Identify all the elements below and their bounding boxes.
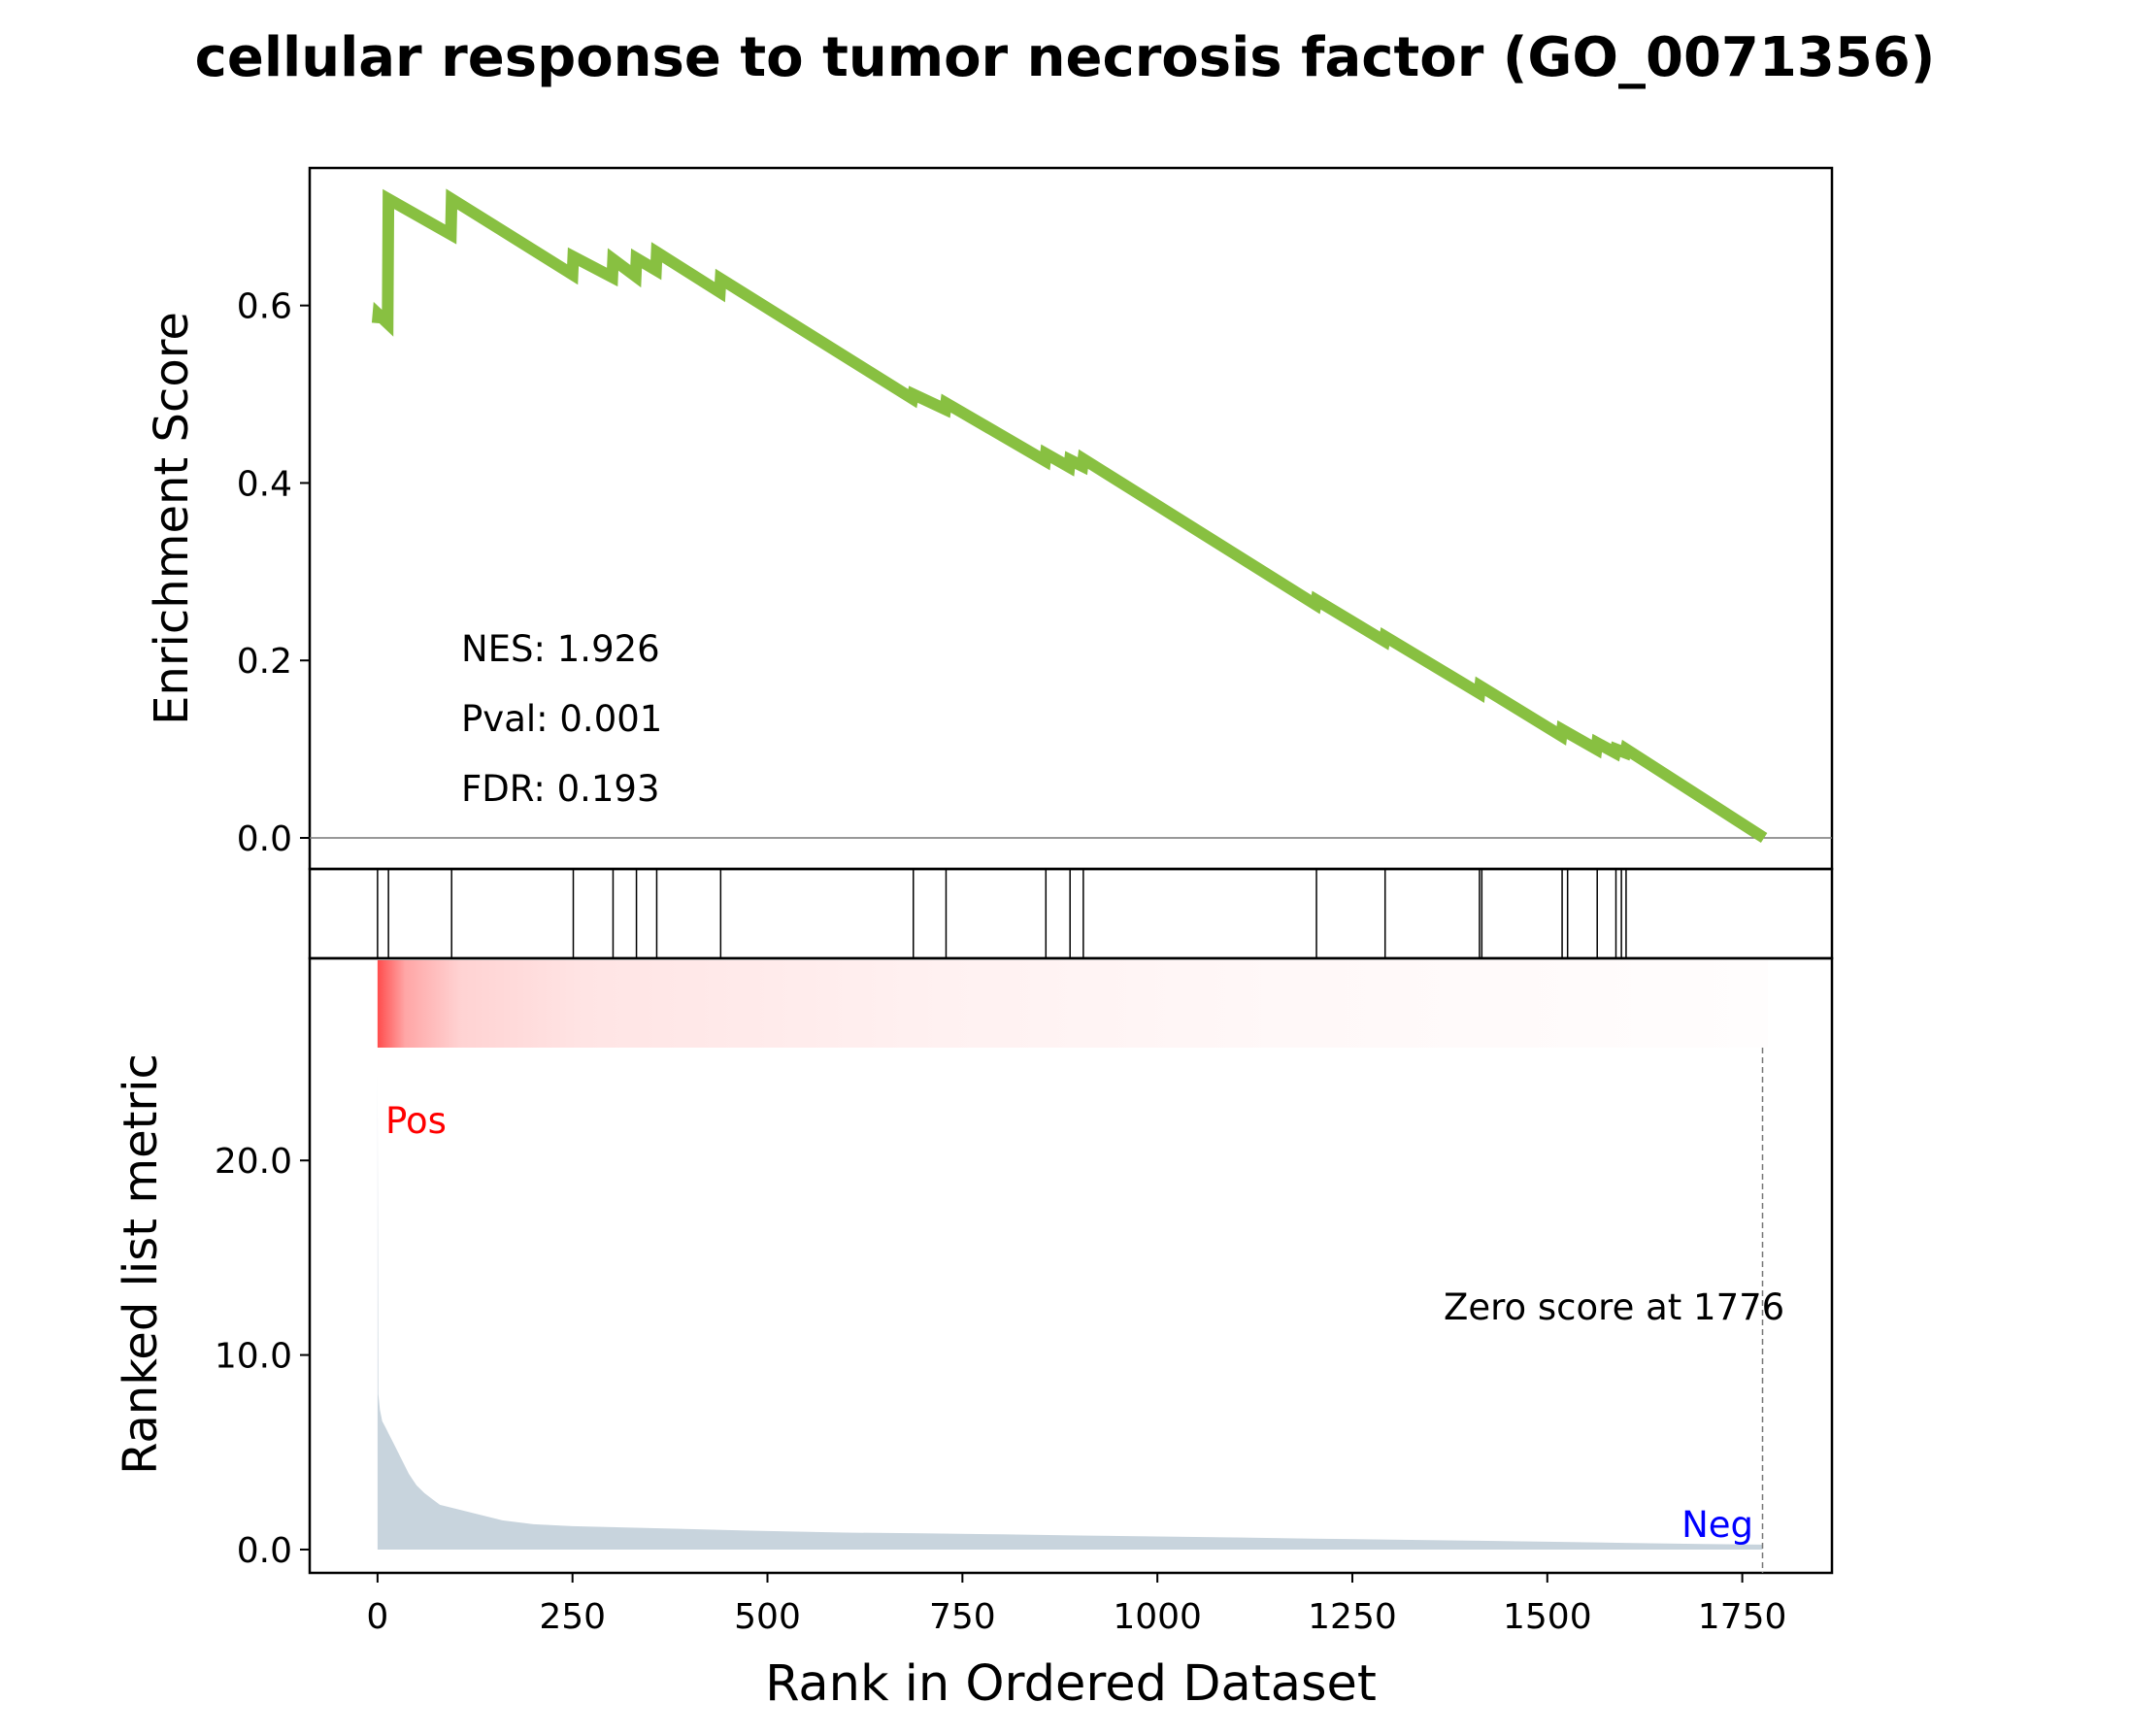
hits-panel [308, 867, 1834, 960]
ranked-panel: 0.0 10.0 20.0 Zero score at 1776 Pos Neg R… [114, 956, 1834, 1575]
x-tick-label: 1000 [1113, 1597, 1202, 1637]
x-tick-label: 250 [539, 1597, 606, 1637]
es-y-tick-label: 0.0 [237, 819, 292, 859]
x-tick-label: 1750 [1698, 1597, 1787, 1637]
es-series-line [371, 188, 1768, 844]
pos-label: Pos [385, 1100, 447, 1142]
hit-marks [377, 869, 1627, 958]
es-y-tick-label: 0.2 [237, 642, 292, 682]
neg-label: Neg [1681, 1504, 1753, 1546]
es-panel-frame [308, 166, 1834, 871]
rank-heatmap-bar [377, 960, 1769, 1048]
x-axis-label: Rank in Ordered Dataset [765, 1655, 1377, 1713]
x-tick-label: 0 [366, 1597, 388, 1637]
es-y-tick-label: 0.4 [237, 464, 292, 504]
ranked-y-tick-label: 0.0 [237, 1531, 292, 1571]
nes-stat: NES: 1.926 [461, 628, 660, 670]
ranked-y-label: Ranked list metric [114, 1053, 168, 1475]
x-ticks: 0 250 500 750 1000 1250 1500 1750 [366, 1573, 1786, 1637]
fdr-stat: FDR: 0.193 [461, 768, 660, 810]
x-tick-label: 500 [734, 1597, 801, 1637]
x-tick-label: 1500 [1503, 1597, 1592, 1637]
zero-score-label: Zero score at 1776 [1444, 1286, 1784, 1328]
pval-stat: Pval: 0.001 [461, 698, 662, 740]
es-y-tick-label: 0.6 [237, 287, 292, 327]
chart-title: cellular response to tumor necrosis fact… [195, 26, 1936, 89]
ranked-y-ticks: 0.0 10.0 20.0 [215, 1142, 310, 1571]
ranked-y-tick-label: 10.0 [215, 1337, 292, 1377]
ranked-panel-frame [308, 956, 1834, 1575]
es-panel: 0.0 0.2 0.4 0.6 NES: 1.926 Pval: 0.001 FDR:… [145, 166, 1834, 871]
x-tick-label: 750 [929, 1597, 996, 1637]
hits-panel-frame [308, 867, 1834, 960]
x-tick-label: 1250 [1308, 1597, 1397, 1637]
es-y-ticks: 0.0 0.2 0.4 0.6 [237, 287, 310, 859]
ranked-y-tick-label: 20.0 [215, 1142, 292, 1182]
es-y-label: Enrichment Score [145, 312, 199, 725]
